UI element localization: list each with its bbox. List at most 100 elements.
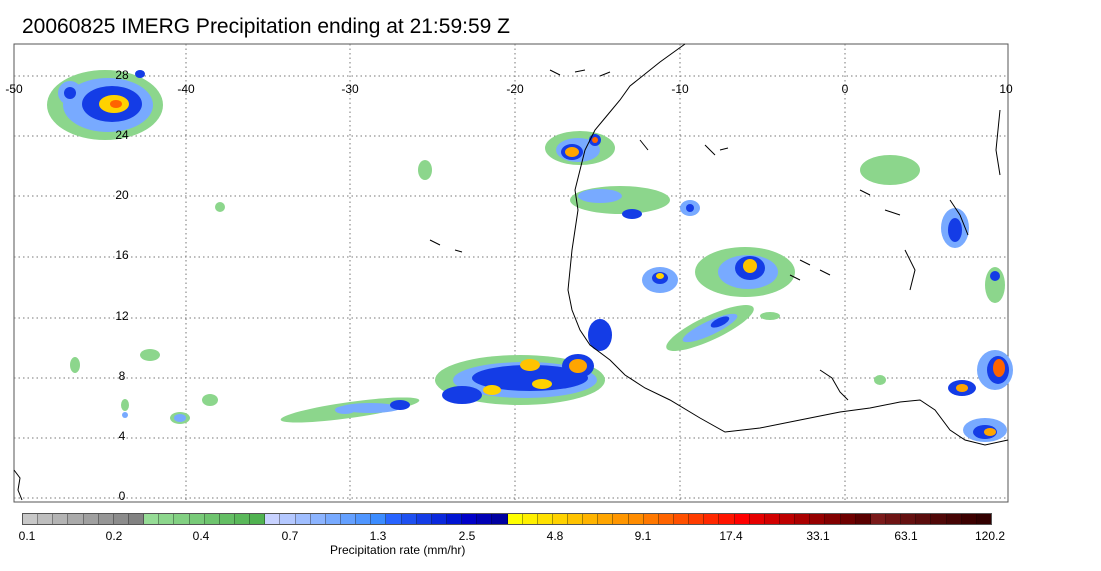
- colorbar-tick: 1.3: [369, 529, 387, 543]
- colorbar-cell: [53, 514, 69, 524]
- colorbar-cell: [144, 514, 160, 524]
- lon-label: -30: [341, 82, 359, 96]
- lat-label: 20: [115, 188, 129, 202]
- colorbar-cell: [537, 514, 553, 524]
- colorbar-cell: [901, 514, 917, 524]
- colorbar-tick: 33.1: [806, 529, 830, 543]
- lat-lon-grid: [14, 44, 1008, 502]
- storm-cell: [588, 304, 754, 352]
- colorbar-cell: [83, 514, 99, 524]
- colorbar-cell: [613, 514, 629, 524]
- colorbar-cell: [734, 514, 750, 524]
- colorbar-cell: [598, 514, 614, 524]
- colorbar-cell: [719, 514, 735, 524]
- map-title: 20060825 IMERG Precipitation ending at 2…: [22, 15, 510, 38]
- colorbar-cell: [204, 514, 220, 524]
- lat-label: 16: [115, 248, 129, 262]
- lon-label: -10: [671, 82, 689, 96]
- colorbar-cell: [219, 514, 235, 524]
- lon-label: -40: [177, 82, 195, 96]
- precipitation-field: [47, 70, 1013, 442]
- colorbar-title: Precipitation rate (mm/hr): [330, 543, 466, 557]
- colorbar-cell: [522, 514, 538, 524]
- colorbar-cell: [477, 514, 493, 524]
- colorbar-cell: [583, 514, 599, 524]
- colorbar-cell: [325, 514, 341, 524]
- colorbar-cell: [401, 514, 417, 524]
- colorbar-cell: [780, 514, 796, 524]
- colorbar-cell: [265, 514, 281, 524]
- colorbar-cell: [704, 514, 720, 524]
- colorbar-cell: [840, 514, 856, 524]
- colorbar: [22, 513, 992, 525]
- lon-labels: -50 -40 -30 -20 -10 0 10: [5, 82, 1013, 96]
- colorbar-cell: [961, 514, 977, 524]
- storm-cell: [860, 155, 1013, 442]
- colorbar-cell: [386, 514, 402, 524]
- colorbar-cell: [689, 514, 705, 524]
- colorbar-cell: [128, 514, 145, 524]
- colorbar-cell: [643, 514, 659, 524]
- colorbar-tick: 0.7: [281, 529, 299, 543]
- colorbar-cell: [416, 514, 432, 524]
- map-frame: [13, 43, 1009, 503]
- colorbar-tick: 120.2: [974, 529, 1006, 543]
- colorbar-cell: [946, 514, 962, 524]
- colorbar-tick: 4.8: [546, 529, 564, 543]
- colorbar-cell: [431, 514, 447, 524]
- colorbar-cell: [68, 514, 84, 524]
- colorbar-cell: [159, 514, 175, 524]
- scattered-cells-blue: [122, 406, 355, 422]
- colorbar-tick: 17.4: [719, 529, 743, 543]
- lon-label: 10: [999, 82, 1013, 96]
- colorbar-tick: 0.2: [105, 529, 123, 543]
- lat-label: 24: [115, 128, 129, 142]
- storm-cell: [435, 354, 605, 405]
- colorbar-cell: [295, 514, 311, 524]
- colorbar-cell: [976, 514, 991, 524]
- colorbar-cell: [250, 514, 266, 524]
- colorbar-cell: [658, 514, 675, 524]
- colorbar-cell: [764, 514, 781, 524]
- storm-cell: [642, 247, 795, 297]
- colorbar-cell: [931, 514, 947, 524]
- colorbar-tick: 9.1: [634, 529, 652, 543]
- colorbar-cell: [674, 514, 690, 524]
- colorbar-cell: [749, 514, 765, 524]
- colorbar-cell: [492, 514, 508, 524]
- storm-cell: [47, 70, 163, 140]
- colorbar-cell: [855, 514, 871, 524]
- lat-label: 0: [119, 489, 126, 503]
- colorbar-tick: 0.1: [18, 529, 36, 543]
- colorbar-tick: 63.1: [894, 529, 918, 543]
- precipitation-map: -50 -40 -30 -20 -10 0 10 28 24 20 16 12 …: [5, 43, 1013, 503]
- colorbar-cell: [795, 514, 811, 524]
- coastlines: [13, 43, 1009, 501]
- colorbar-cell: [189, 514, 205, 524]
- lon-label: 0: [842, 82, 849, 96]
- colorbar-tick: 2.5: [458, 529, 476, 543]
- colorbar-cell: [340, 514, 357, 524]
- lon-label: -20: [506, 82, 524, 96]
- colorbar-cell: [825, 514, 841, 524]
- scattered-cells: [70, 160, 886, 424]
- colorbar-cell: [462, 514, 478, 524]
- lat-label: 28: [115, 68, 129, 82]
- colorbar-cell: [810, 514, 826, 524]
- colorbar-cell: [371, 514, 387, 524]
- colorbar-cell: [886, 514, 902, 524]
- colorbar-cell: [23, 514, 39, 524]
- colorbar-cell: [98, 514, 114, 524]
- storm-cell: [545, 131, 615, 165]
- colorbar-cell: [234, 514, 251, 524]
- colorbar-cell: [568, 514, 584, 524]
- lon-label: -50: [5, 82, 23, 96]
- colorbar-cell: [870, 514, 887, 524]
- colorbar-tick: 0.4: [192, 529, 210, 543]
- colorbar-cell: [507, 514, 523, 524]
- colorbar-cell: [356, 514, 372, 524]
- lat-label: 8: [119, 369, 126, 383]
- colorbar-cell: [38, 514, 54, 524]
- colorbar-cell: [310, 514, 326, 524]
- colorbar-cell: [916, 514, 932, 524]
